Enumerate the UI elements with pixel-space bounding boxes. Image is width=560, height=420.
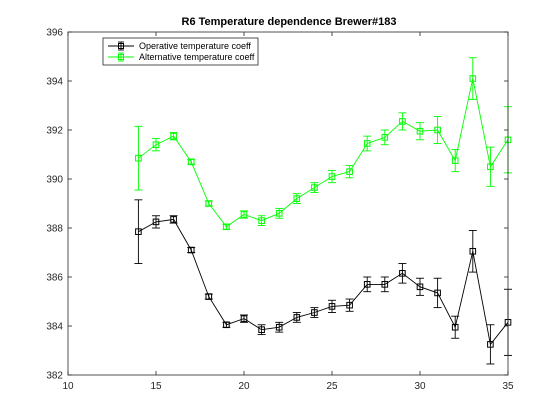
- data-point: [399, 118, 406, 125]
- data-point: [363, 140, 371, 147]
- plot-marks: [134, 57, 512, 365]
- axes-box: [67, 31, 509, 376]
- axes: 10 15 20 25 30 35 382 384 386 388 390 392 394 396: [46, 28, 514, 393]
- plot-area: [68, 32, 508, 375]
- data-point: [451, 323, 459, 331]
- data-point: [487, 341, 494, 348]
- x-tick-label: 10: [62, 381, 74, 392]
- data-point: [399, 270, 406, 277]
- data-point: [258, 217, 265, 224]
- data-point: [258, 326, 265, 333]
- data-point: [416, 283, 424, 291]
- x-tick-label: 30: [414, 381, 426, 392]
- data-point: [311, 309, 318, 316]
- y-tick-label: 388: [46, 224, 63, 235]
- data-point: [152, 141, 160, 148]
- data-point: [381, 281, 389, 288]
- y-tick-label: 396: [46, 28, 63, 39]
- series-line: [138, 78, 509, 228]
- data-point: [487, 163, 494, 171]
- legend-item: Operative temperature coeff: [108, 41, 251, 51]
- data-point: [434, 289, 441, 297]
- data-point: [451, 157, 459, 164]
- legend-item: Alternative temperature coeff: [108, 52, 255, 62]
- legend-box: [102, 37, 259, 66]
- y-tick-label: 390: [46, 175, 63, 186]
- x-tick-label: 15: [150, 381, 162, 392]
- y-tick-label: 386: [46, 273, 63, 284]
- series-line: [138, 218, 509, 346]
- legend-marker: [118, 43, 124, 49]
- data-point: [469, 75, 477, 82]
- data-point: [469, 247, 477, 255]
- data-point: [135, 228, 142, 235]
- data-point: [135, 154, 142, 162]
- data-point: [293, 314, 301, 321]
- data-point: [328, 173, 336, 180]
- data-point: [187, 246, 195, 254]
- legend-marker: [118, 54, 124, 60]
- y-tick-label: 382: [46, 371, 63, 382]
- data-point: [275, 323, 283, 331]
- data-point: [152, 218, 160, 226]
- y-tick-label: 384: [46, 322, 63, 333]
- data-point: [381, 134, 389, 141]
- data-point: [223, 321, 230, 329]
- series-2: [134, 57, 512, 231]
- x-tick-label: 20: [238, 381, 250, 392]
- x-tick-label: 35: [502, 381, 514, 392]
- data-point: [363, 281, 371, 288]
- data-point: [205, 293, 213, 300]
- data-point: [240, 315, 248, 322]
- data-point: [205, 200, 213, 207]
- y-tick-label: 392: [46, 126, 63, 137]
- data-point: [240, 211, 248, 218]
- series-1: [134, 199, 512, 365]
- data-point: [311, 184, 318, 191]
- y-tick-label: 394: [46, 77, 63, 88]
- data-point: [346, 168, 353, 175]
- data-point: [187, 158, 195, 166]
- data-point: [275, 210, 283, 217]
- x-tick-label: 25: [326, 381, 338, 392]
- legend-label: Alternative temperature coeff: [139, 52, 255, 62]
- data-point: [170, 132, 177, 140]
- data-point: [346, 301, 353, 309]
- data-point: [170, 216, 177, 223]
- data-point: [293, 195, 301, 202]
- data-point: [416, 127, 424, 135]
- data-point: [328, 303, 336, 310]
- chart-title: R6 Temperature dependence Brewer#183: [182, 16, 397, 28]
- data-point: [434, 126, 441, 134]
- data-point: [223, 223, 230, 231]
- legend-label: Operative temperature coeff: [139, 41, 251, 51]
